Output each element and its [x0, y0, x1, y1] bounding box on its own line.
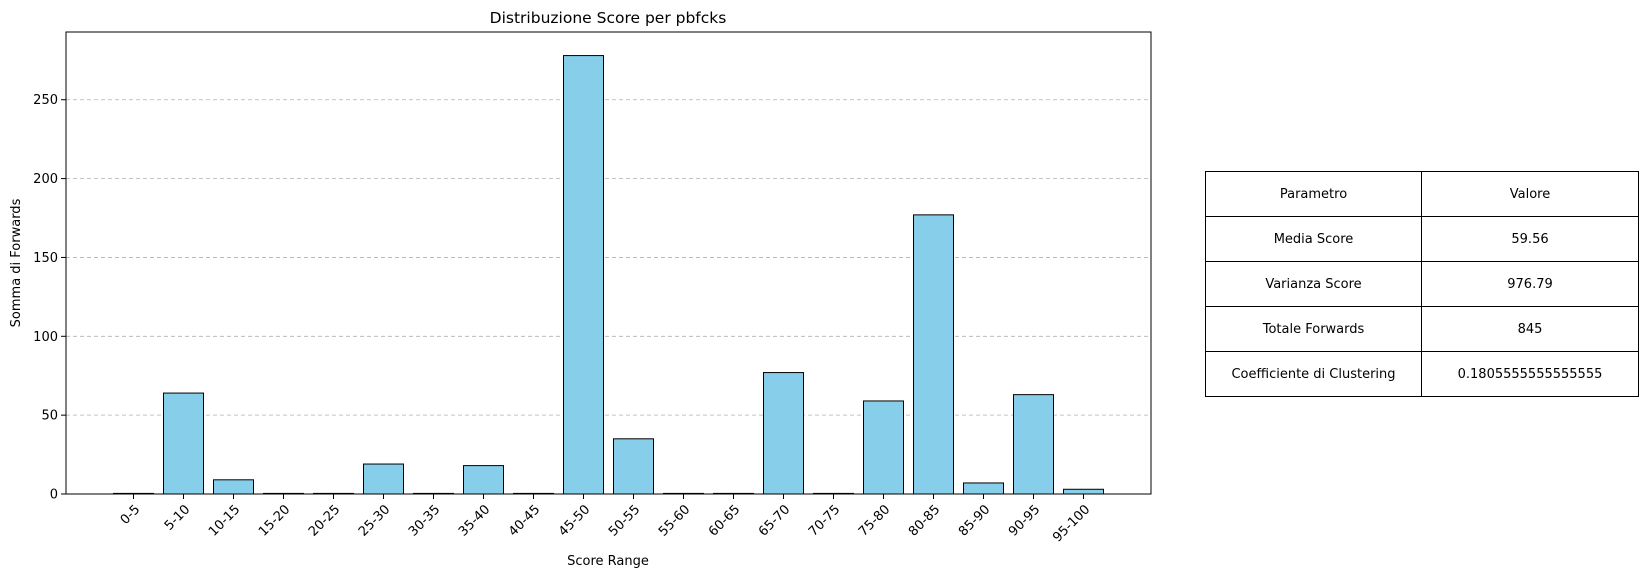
x-tick-label: 20-25 — [306, 502, 343, 539]
table-cell: Varianza Score — [1204, 261, 1423, 307]
x-tick-label: 55-60 — [656, 502, 693, 539]
x-tick-label: 85-90 — [956, 502, 993, 539]
table-cell: Media Score — [1204, 216, 1423, 262]
table-header-cell: Valore — [1421, 171, 1639, 217]
chart-title: Distribuzione Score per pbfcks — [490, 9, 727, 27]
y-tick-label: 150 — [33, 251, 58, 266]
y-tick-label: 0 — [50, 488, 58, 503]
x-tick-label: 65-70 — [756, 502, 793, 539]
x-axis-ticks: 0-5 5-10 10-15 15-20 20-25 25-30 30-35 35-40 40-… — [118, 494, 1093, 545]
bar-10-15 — [213, 479, 254, 495]
bar-45-50 — [563, 55, 604, 495]
table-header-cell: Parametro — [1204, 171, 1423, 217]
bar-85-90 — [963, 482, 1004, 495]
x-tick-label: 80-85 — [906, 502, 943, 539]
table-row: Coefficiente di Clustering 0.18055555555… — [1204, 351, 1639, 397]
x-tick-label: 50-55 — [606, 502, 643, 539]
x-tick-label: 0-5 — [118, 502, 144, 528]
x-tick-label: 75-80 — [856, 502, 893, 539]
x-tick-label: 45-50 — [556, 502, 593, 539]
bars — [113, 55, 1104, 495]
table-row: Media Score 59.56 — [1204, 216, 1639, 262]
y-tick-label: 100 — [33, 330, 58, 345]
bar-35-40 — [463, 465, 504, 495]
x-tick-label: 5-10 — [162, 502, 193, 533]
table-cell: Totale Forwards — [1204, 306, 1423, 352]
table-row: Varianza Score 976.79 — [1204, 261, 1639, 307]
table-cell: 845 — [1421, 306, 1639, 352]
gridlines — [66, 99, 1151, 416]
x-tick-label: 35-40 — [456, 502, 493, 539]
parameters-table: Parametro Valore Media Score 59.56 Varia… — [1204, 171, 1639, 397]
x-tick-label: 25-30 — [356, 502, 393, 539]
bar-25-30 — [363, 463, 404, 495]
table-cell: 976.79 — [1421, 261, 1639, 307]
bar-95-100 — [1063, 488, 1104, 495]
bar-90-95 — [1013, 394, 1054, 495]
y-axis-label: Somma di Forwards — [9, 198, 24, 327]
table-header-row: Parametro Valore — [1204, 171, 1639, 217]
bar-50-55 — [613, 438, 654, 495]
table-cell: 0.1805555555555555 — [1421, 351, 1639, 397]
table-cell: Coefficiente di Clustering — [1204, 351, 1423, 397]
bar-65-70 — [763, 372, 804, 495]
bar-5-10 — [163, 392, 204, 495]
x-tick-label: 10-15 — [206, 502, 243, 539]
y-tick-label: 200 — [33, 172, 58, 187]
bar-75-80 — [863, 400, 904, 495]
table-cell: 59.56 — [1421, 216, 1639, 262]
x-tick-label: 95-100 — [1050, 502, 1093, 545]
y-tick-label: 50 — [41, 409, 58, 424]
plot-frame — [65, 31, 1152, 495]
y-tick-label: 250 — [33, 93, 58, 108]
y-axis-ticks: 0 50 100 150 200 250 — [33, 93, 66, 503]
x-tick-label: 60-65 — [706, 502, 743, 539]
x-axis-label: Score Range — [567, 554, 649, 569]
x-tick-label: 15-20 — [256, 502, 293, 539]
x-tick-label: 70-75 — [806, 502, 843, 539]
x-tick-label: 90-95 — [1006, 502, 1043, 539]
x-tick-label: 30-35 — [406, 502, 443, 539]
bar-80-85 — [913, 214, 954, 495]
table-row: Totale Forwards 845 — [1204, 306, 1639, 352]
x-tick-label: 40-45 — [506, 502, 543, 539]
